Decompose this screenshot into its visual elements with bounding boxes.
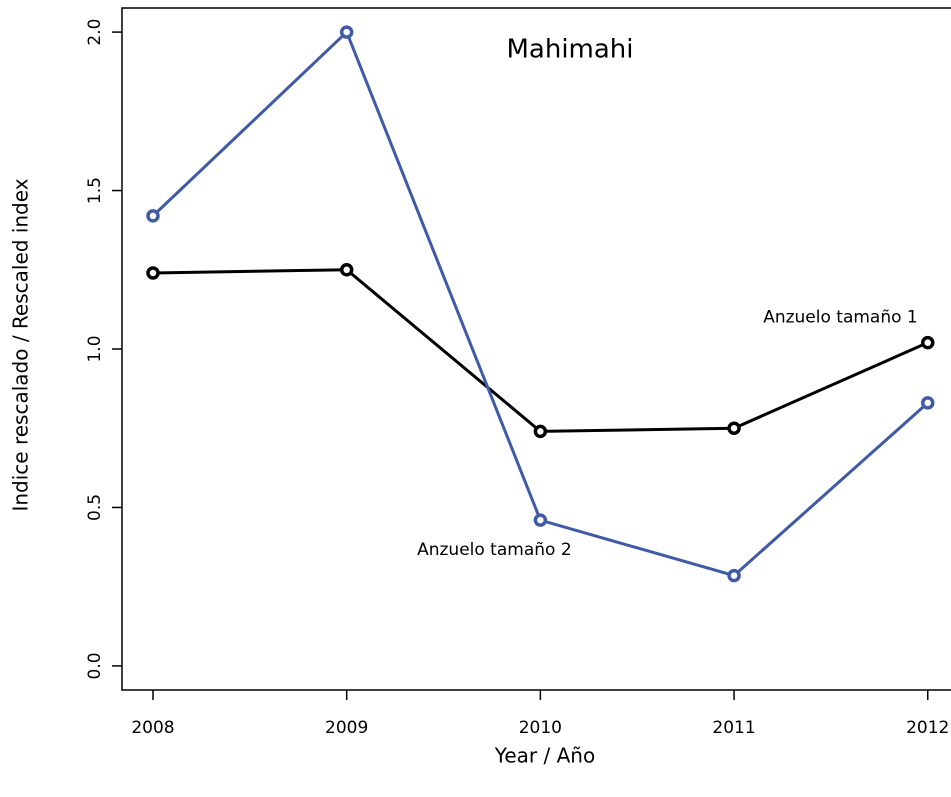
y-tick-label: 0.5 [85,494,105,521]
x-tick-label: 2012 [906,718,949,738]
y-tick-label: 2.0 [85,19,105,46]
point [146,209,160,223]
chart-title: Mahimahi [506,35,633,65]
x-tick-label: 2009 [325,718,368,738]
x-axis-label: Year / Año [494,744,595,768]
series-label: Anzuelo tamaño 1 [763,308,918,328]
series-label: Anzuelo tamaño 2 [417,540,572,560]
series-line [152,268,929,433]
point [533,513,548,527]
point [727,421,741,435]
point [339,25,354,39]
x-tick-label: 2010 [519,718,562,738]
x-tick-label: 2011 [712,718,755,738]
point [921,396,935,410]
y-tick-label: 1.5 [85,177,105,204]
y-axis-label: Indice rescalado / Rescaled index [9,178,33,511]
point [339,263,354,277]
point [921,335,935,350]
y-tick-label: 0.0 [85,652,105,679]
point [727,568,741,583]
plot-frame [121,7,951,691]
y-tick-label: 1.0 [85,335,105,362]
x-tick-label: 2008 [131,718,174,738]
point [533,424,548,439]
point [146,266,160,280]
series-line [151,29,929,578]
